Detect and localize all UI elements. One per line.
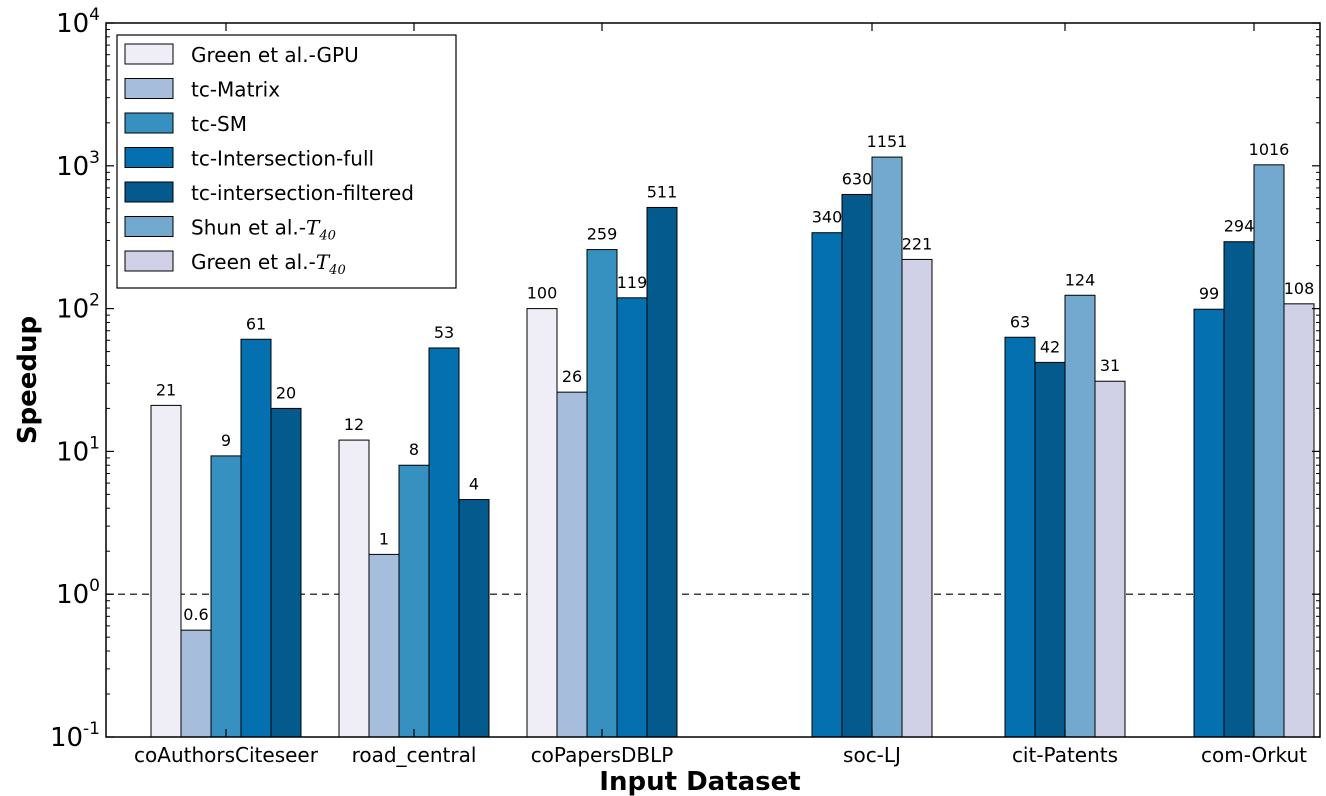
bar-value-label: 294 — [1224, 217, 1255, 236]
legend-label: tc-Matrix — [191, 78, 280, 102]
bar-value-label: 108 — [1284, 279, 1315, 298]
bar-tc-matrix-coauthorsciteseer — [180, 629, 212, 738]
legend-label: Shun et al.-T40 — [191, 216, 336, 244]
bar-value-label: 42 — [1040, 337, 1060, 356]
bar-tc-sm-road-central — [398, 464, 430, 738]
bar-tc-intersection-full-cit-patents — [1004, 336, 1036, 738]
bar-value-label: 61 — [246, 314, 266, 333]
bar-tc-intersection-full-road-central — [428, 347, 460, 738]
bar-green-et-al-gpu-road-central — [338, 439, 370, 738]
y-axis-ticks: 10-1 100 101 102 103 104 — [50, 5, 1320, 753]
legend-swatch — [124, 43, 174, 65]
legend: Green et al.-GPU tc-Matrix tc-SM tc-Interse… — [116, 34, 457, 289]
y-tick-label: 104 — [56, 5, 100, 39]
x-tick-label: coAuthorsCiteseer — [134, 743, 319, 767]
y-tick-label: 10-1 — [50, 719, 100, 753]
bar-value-label: 21 — [156, 380, 176, 399]
bar-value-label: 100 — [527, 284, 558, 303]
bar-value-label: 119 — [617, 273, 648, 292]
legend-swatch — [124, 112, 174, 134]
bar-value-label: 1016 — [1249, 140, 1290, 159]
x-tick-label: coPapersDBLP — [531, 743, 674, 767]
bar-tc-intersection-full-copapersdblp — [616, 297, 648, 738]
bar-value-label: 1151 — [867, 132, 908, 151]
bar-value-label: 630 — [842, 169, 873, 188]
bar-value-label: 9 — [221, 431, 231, 450]
legend-swatch — [124, 216, 174, 237]
bar-green-et-al-t40-cit-patents — [1094, 380, 1126, 738]
bar-value-label: 31 — [1100, 356, 1120, 375]
x-tick-label: com-Orkut — [1201, 743, 1307, 767]
bar-value-label: 340 — [812, 208, 843, 227]
bar-value-label: 0.6 — [183, 605, 208, 624]
bar-tc-intersection-full-soc-lj — [811, 232, 843, 738]
bar-value-label: 221 — [902, 234, 933, 253]
x-tick-label: soc-LJ — [843, 743, 901, 767]
bar-tc-matrix-copapersdblp — [556, 391, 588, 738]
bar-value-label: 511 — [647, 182, 678, 201]
bar-tc-sm-coauthorsciteseer — [210, 455, 242, 738]
bar-green-et-al-t40-soc-lj — [901, 258, 933, 738]
bar-green-et-al-gpu-coauthorsciteseer — [150, 404, 182, 738]
bar-value-label: 259 — [587, 225, 618, 244]
bar-value-label: 4 — [469, 475, 479, 494]
bar-value-label: 1 — [379, 529, 389, 548]
bar-value-label: 20 — [276, 383, 296, 402]
y-tick-label: 103 — [56, 148, 100, 182]
bar-shun-et-al-t40-com-orkut — [1253, 164, 1285, 738]
bar-green-et-al-gpu-copapersdblp — [526, 308, 558, 738]
bar-value-label: 63 — [1010, 312, 1030, 331]
legend-swatch — [124, 250, 174, 272]
bar-value-label: 8 — [409, 440, 419, 459]
legend-label: tc-intersection-filtered — [191, 181, 414, 205]
y-tick-label: 101 — [56, 433, 100, 467]
bar-value-label: 12 — [344, 415, 364, 434]
data-labels-layer: 21 0.6 9 61 20 12 1 8 53 4 100 26 259 119 511 340 630 115… — [156, 132, 1314, 624]
x-axis-ticks: coAuthorsCiteseer road_central coPapersDBL… — [134, 23, 1307, 767]
bar-value-label: 99 — [1199, 284, 1219, 303]
bar-tc-intersection-filtered-soc-lj — [841, 193, 873, 738]
bar-tc-intersection-filtered-road-central — [458, 499, 490, 738]
bars-layer — [150, 156, 1315, 738]
legend-label: tc-SM — [191, 112, 247, 136]
bar-green-et-al-t40-com-orkut — [1283, 303, 1315, 738]
x-tick-label: road_central — [352, 743, 477, 767]
bar-tc-matrix-road-central — [368, 553, 400, 738]
bar-value-label: 26 — [562, 367, 582, 386]
legend-swatch — [124, 147, 174, 168]
legend-label: tc-Intersection-full — [191, 147, 374, 171]
legend-swatch — [124, 78, 174, 99]
x-tick-label: cit-Patents — [1012, 743, 1118, 767]
bar-tc-intersection-full-com-orkut — [1193, 308, 1225, 738]
plot-frame — [105, 22, 1321, 738]
legend-label: Green et al.-GPU — [191, 43, 359, 67]
bar-shun-et-al-t40-soc-lj — [871, 156, 903, 738]
legend-label: Green et al.-T40 — [191, 250, 346, 278]
bar-shun-et-al-t40-cit-patents — [1064, 294, 1096, 738]
bar-tc-intersection-filtered-coauthorsciteseer — [270, 407, 302, 738]
bar-tc-sm-copapersdblp — [586, 249, 618, 738]
bar-tc-intersection-filtered-cit-patents — [1034, 361, 1066, 738]
bar-tc-intersection-full-coauthorsciteseer — [240, 338, 272, 738]
y-tick-label: 100 — [56, 576, 100, 610]
bar-tc-intersection-filtered-com-orkut — [1223, 241, 1255, 738]
bar-tc-intersection-filtered-copapersdblp — [646, 206, 678, 738]
y-tick-label: 102 — [56, 291, 100, 325]
y-axis-title: Speedup — [13, 316, 43, 444]
x-axis-title: Input Dataset — [599, 767, 800, 796]
legend-swatch — [124, 181, 174, 203]
bar-value-label: 53 — [434, 323, 454, 342]
bar-value-label: 124 — [1065, 270, 1096, 289]
